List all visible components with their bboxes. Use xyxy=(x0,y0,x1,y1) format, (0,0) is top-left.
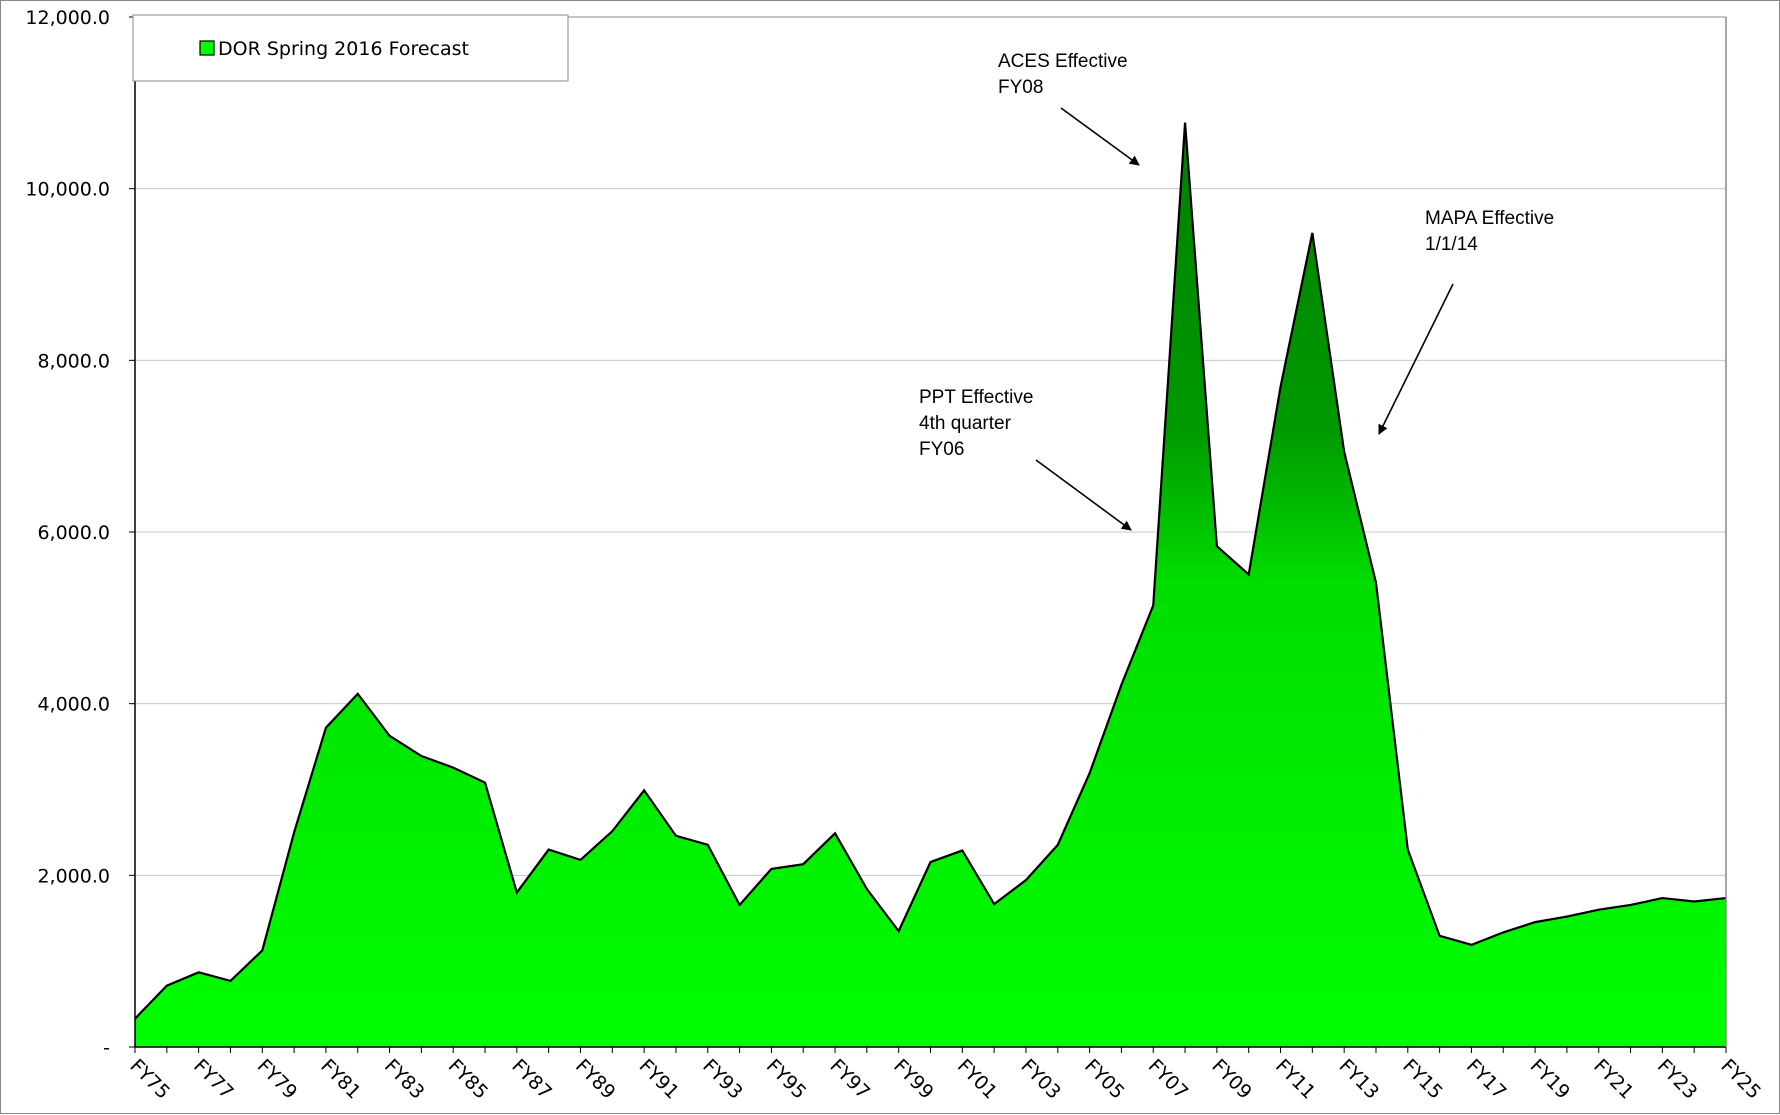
annotation-text: 1/1/14 xyxy=(1425,234,1478,255)
x-tick-label: FY15 xyxy=(1398,1055,1447,1104)
x-tick-label: FY85 xyxy=(444,1055,493,1104)
x-tick-label: FY19 xyxy=(1526,1055,1575,1104)
annotation: PPT Effective 4th quarter FY06 xyxy=(919,387,1132,531)
x-tick-label: FY13 xyxy=(1335,1055,1384,1104)
x-tick-label: FY89 xyxy=(571,1055,620,1104)
x-tick-label: FY23 xyxy=(1653,1055,1702,1104)
y-tick-label: - xyxy=(103,1037,110,1059)
x-tick-label: FY83 xyxy=(380,1055,429,1104)
legend: DOR Spring 2016 Forecast xyxy=(132,14,569,82)
x-tick-label: FY79 xyxy=(253,1055,302,1104)
area-outline xyxy=(134,122,1727,1020)
annotation-text: FY06 xyxy=(919,439,964,460)
x-tick-label: FY07 xyxy=(1144,1055,1193,1104)
x-tick-label: FY93 xyxy=(698,1055,747,1104)
annotation-text: PPT Effective xyxy=(919,387,1033,408)
x-tick-label: FY17 xyxy=(1462,1055,1511,1104)
x-tick-label: FY25 xyxy=(1716,1055,1765,1104)
annotation-arrow xyxy=(1378,283,1454,435)
x-tick-label: FY95 xyxy=(762,1055,811,1104)
annotation: ACES Effective FY08 xyxy=(998,51,1140,166)
legend-swatch xyxy=(199,40,215,56)
area xyxy=(135,122,1726,1047)
x-tick-label: FY21 xyxy=(1589,1055,1638,1104)
annotation-arrow xyxy=(1060,107,1140,166)
y-tick-label: 6,000.0 xyxy=(37,522,110,544)
annotation: MAPA Effective 1/1/14 xyxy=(1378,208,1554,435)
x-tick-label: FY87 xyxy=(507,1055,556,1104)
annotation-arrow xyxy=(1035,459,1132,531)
y-tick-label: 4,000.0 xyxy=(37,694,110,716)
annotation-text: MAPA Effective xyxy=(1425,208,1554,229)
x-tick-label: FY97 xyxy=(826,1055,875,1104)
annotation-text: 4th quarter xyxy=(919,413,1012,434)
x-tick-label: FY05 xyxy=(1080,1055,1129,1104)
x-tick-label: FY03 xyxy=(1016,1055,1065,1104)
x-tick-label: FY75 xyxy=(125,1055,174,1104)
y-tick-label: 8,000.0 xyxy=(37,350,110,372)
annotation-text: FY08 xyxy=(998,77,1043,98)
x-tick-label: FY91 xyxy=(635,1055,684,1104)
x-tick-label: FY77 xyxy=(189,1055,238,1104)
x-tick-label: FY99 xyxy=(889,1055,938,1104)
y-tick-label: 10,000.0 xyxy=(25,179,110,201)
legend-label: DOR Spring 2016 Forecast xyxy=(218,38,469,60)
x-tick-label: FY11 xyxy=(1271,1055,1320,1104)
y-tick-label: 2,000.0 xyxy=(37,865,110,887)
x-tick-label: FY81 xyxy=(316,1055,365,1104)
annotation-text: ACES Effective xyxy=(998,51,1128,72)
x-tick-label: FY09 xyxy=(1207,1055,1256,1104)
x-tick-label: FY01 xyxy=(953,1055,1002,1104)
y-tick-label: 12,000.0 xyxy=(25,7,110,29)
